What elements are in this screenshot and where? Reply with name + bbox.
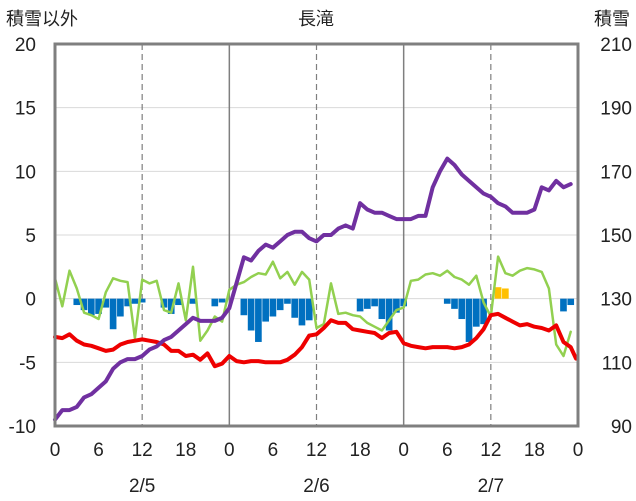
bar	[109, 298, 117, 330]
bar	[560, 298, 567, 312]
bar	[371, 298, 378, 307]
left-tick-label: 0	[25, 290, 36, 311]
bar	[80, 298, 88, 311]
bar	[95, 298, 102, 314]
bar	[291, 298, 299, 318]
bar	[393, 298, 400, 313]
right-tick-label: 190	[600, 99, 632, 120]
right-tick-label: 210	[600, 35, 632, 56]
bar	[494, 287, 502, 299]
grid	[55, 44, 578, 426]
plot-frame	[53, 42, 580, 428]
date-label: 2/5	[129, 476, 155, 497]
bar	[364, 298, 371, 309]
bar	[458, 298, 466, 320]
bar	[262, 298, 269, 322]
bar	[567, 298, 575, 306]
x-tick-label: 18	[350, 440, 371, 461]
x-tick-label: 12	[306, 440, 327, 461]
bar	[269, 298, 277, 317]
series-lines	[53, 156, 578, 422]
bar	[298, 298, 306, 326]
bar	[378, 298, 386, 320]
chart-title: 長滝	[298, 9, 334, 29]
bar	[189, 298, 197, 304]
bar	[87, 298, 95, 316]
x-tick-label: 6	[442, 440, 453, 461]
bar	[131, 298, 139, 304]
date-labels: 2/5 2/6 2/7	[129, 476, 504, 497]
x-tick-label: 0	[573, 440, 584, 461]
left-tick-label: 10	[15, 162, 36, 183]
x-tick-label: 0	[50, 440, 61, 461]
right-tick-label: 170	[600, 162, 632, 183]
x-tick-label: 6	[268, 440, 279, 461]
bar	[117, 298, 124, 317]
bar	[167, 298, 175, 314]
series-line-temperature	[53, 311, 578, 369]
bar	[502, 288, 509, 299]
bar	[211, 298, 219, 307]
bar	[443, 298, 451, 304]
bar	[247, 298, 255, 331]
right-tick-label: 110	[602, 353, 632, 374]
bar	[102, 298, 110, 308]
bar	[284, 298, 291, 304]
x-tick-label: 18	[524, 440, 545, 461]
bar	[175, 298, 182, 306]
left-tick-label: -10	[9, 417, 36, 438]
bars	[73, 287, 575, 342]
bar	[400, 298, 407, 307]
bar	[218, 298, 226, 303]
date-label: 2/6	[303, 476, 329, 497]
series-line-snow_depth	[53, 156, 573, 422]
left-axis-label: 積雪以外	[6, 9, 78, 29]
bar	[124, 298, 131, 307]
x-tick-label: 12	[132, 440, 153, 461]
bar	[73, 298, 81, 306]
right-tick-label: 150	[600, 226, 632, 247]
bar	[356, 298, 364, 312]
left-axis-ticks: 20 15 10 5 0 -5 -10	[9, 35, 36, 438]
right-tick-label: 90	[611, 417, 632, 438]
x-tick-label: 18	[175, 440, 196, 461]
left-tick-label: 20	[15, 35, 36, 56]
bar	[240, 298, 248, 316]
bar	[472, 298, 480, 327]
bar	[451, 298, 458, 309]
left-tick-label: 5	[25, 226, 36, 247]
series-line-precip_like	[53, 255, 572, 358]
x-tick-label: 0	[398, 440, 409, 461]
bar	[305, 298, 313, 321]
x-tick-label: 12	[480, 440, 501, 461]
bar	[160, 298, 168, 308]
right-axis-ticks: 210 190 170 150 130 110 90	[600, 35, 632, 438]
x-tick-label: 0	[224, 440, 235, 461]
bar	[276, 298, 284, 311]
left-tick-label: 15	[15, 99, 36, 120]
right-axis-label: 積雪	[594, 9, 630, 29]
x-axis-ticks: 0 6 12 18 0 6 12 18 0 6 12 18 0	[50, 440, 584, 461]
right-tick-label: 130	[600, 290, 632, 311]
left-tick-label: -5	[19, 353, 36, 374]
bar	[465, 298, 473, 342]
bar	[480, 298, 487, 325]
bar	[138, 298, 146, 303]
bar	[255, 298, 262, 342]
date-label: 2/7	[478, 476, 504, 497]
x-tick-label: 6	[93, 440, 104, 461]
bar	[385, 298, 393, 331]
